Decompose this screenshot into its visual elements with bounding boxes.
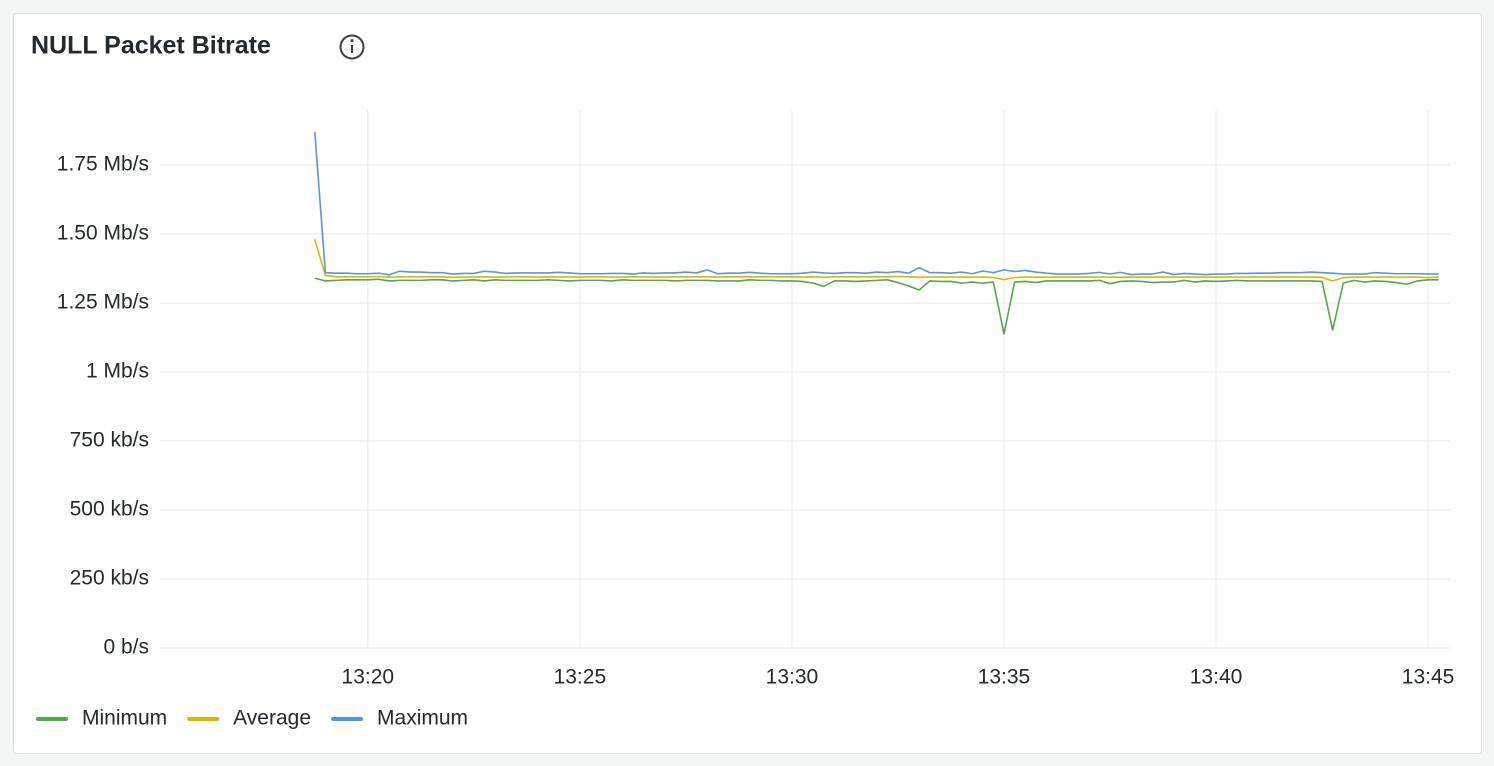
x-tick-label: 13:45 (1402, 666, 1455, 689)
x-tick-label: 13:25 (554, 666, 607, 689)
info-icon-dot (350, 39, 354, 42)
series-line (314, 239, 1439, 282)
y-tick-label: 250 kb/s (70, 567, 149, 590)
series-line (314, 277, 1439, 335)
y-tick-label: 500 kb/s (70, 498, 149, 521)
y-tick-label: 1.75 Mb/s (57, 153, 149, 176)
legend-label: Minimum (82, 707, 167, 730)
legend-item[interactable]: Average (187, 707, 311, 730)
y-tick-label: 1.25 Mb/s (57, 291, 149, 314)
chart-title: NULL Packet Bitrate (31, 32, 271, 60)
panel (13, 13, 1482, 754)
y-tick-label: 750 kb/s (70, 429, 149, 452)
plot-lines (314, 131, 1439, 335)
legend-item[interactable]: Maximum (331, 707, 468, 730)
info-icon[interactable] (339, 34, 365, 60)
x-tick-label: 13:35 (978, 666, 1031, 689)
y-tick-label: 1 Mb/s (86, 360, 149, 383)
info-icon-circle (339, 34, 365, 60)
legend-item[interactable]: Minimum (36, 707, 167, 730)
series-line (314, 131, 1439, 276)
axis-labels: 0 b/s 250 kb/s 500 kb/s 750 kb/s 1 Mb/s 1.25 … (57, 153, 1455, 689)
legend: Minimum Average Maximum (36, 707, 468, 730)
y-tick-label: 0 b/s (103, 636, 149, 659)
legend-label: Maximum (377, 707, 468, 730)
y-tick-label: 1.50 Mb/s (57, 222, 149, 245)
x-tick-label: 13:40 (1190, 666, 1243, 689)
legend-label: Average (233, 707, 311, 730)
x-tick-label: 13:30 (766, 666, 819, 689)
grid (160, 110, 1450, 649)
x-tick-label: 13:20 (342, 666, 395, 689)
